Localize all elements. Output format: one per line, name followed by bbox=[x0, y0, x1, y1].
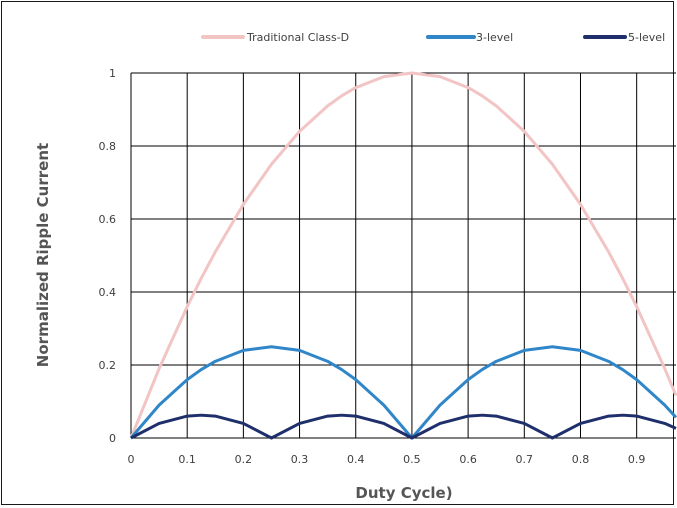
legend-label-2: 5-level bbox=[628, 31, 665, 44]
x-tick-label-3: 0.3 bbox=[291, 453, 309, 466]
series-line-1 bbox=[129, 345, 677, 440]
series-lines bbox=[129, 71, 677, 440]
x-tick-label-5: 0.5 bbox=[403, 453, 421, 466]
x-tick-labels: 0 0.1 0.2 0.3 0.4 0.5 0.6 0.7 0.8 0.9 bbox=[128, 453, 646, 466]
legend: Traditional Class-D 3-level 5-level bbox=[201, 31, 665, 44]
y-tick-label-2: 0.4 bbox=[99, 286, 117, 299]
x-axis-title: Duty Cycle) bbox=[355, 484, 452, 502]
series-line-0 bbox=[129, 71, 677, 439]
grid bbox=[130, 72, 676, 439]
x-tick-label-9: 0.9 bbox=[628, 453, 646, 466]
legend-label-1: 3-level bbox=[476, 31, 513, 44]
x-tick-label-1: 0.1 bbox=[178, 453, 196, 466]
y-tick-label-3: 0.6 bbox=[99, 213, 117, 226]
x-tick-label-2: 0.2 bbox=[235, 453, 253, 466]
y-tick-label-4: 0.8 bbox=[99, 140, 117, 153]
x-tick-label-6: 0.6 bbox=[459, 453, 477, 466]
y-tick-label-5: 1 bbox=[109, 67, 116, 80]
x-tick-label-7: 0.7 bbox=[516, 453, 534, 466]
y-tick-labels: 0 0.2 0.4 0.6 0.8 1 bbox=[99, 67, 117, 445]
x-tick-label-0: 0 bbox=[128, 453, 135, 466]
y-tick-label-0: 0 bbox=[109, 432, 116, 445]
x-tick-label-8: 0.8 bbox=[572, 453, 590, 466]
series-line-2 bbox=[130, 413, 677, 440]
x-tick-label-4: 0.4 bbox=[347, 453, 365, 466]
legend-label-0: Traditional Class-D bbox=[246, 31, 349, 44]
y-tick-label-1: 0.2 bbox=[99, 359, 117, 372]
y-axis-title: Normalized Ripple Current bbox=[34, 143, 52, 367]
